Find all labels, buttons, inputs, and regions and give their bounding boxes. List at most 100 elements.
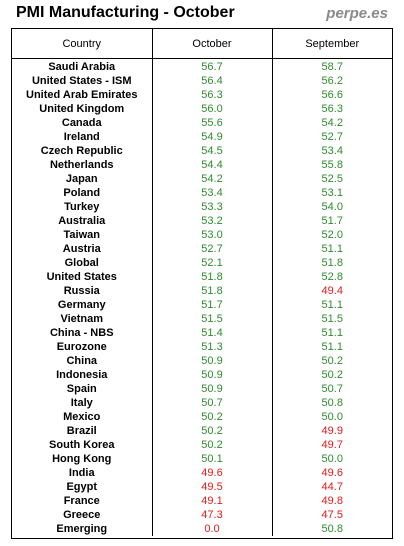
table-row: Indonesia 50.9 50.2 — [12, 368, 392, 382]
country-cell: Eurozone — [56, 341, 107, 353]
country-cell: China — [66, 355, 98, 367]
country-cell: Japan — [65, 173, 98, 185]
september-value-cell: 49.7 — [271, 438, 392, 452]
country-cell: Hong Kong — [52, 453, 112, 465]
september-value-cell: 51.8 — [271, 256, 392, 270]
october-value-cell: 50.2 — [151, 424, 272, 438]
september-value-cell: 56.6 — [271, 88, 392, 102]
table-row: India 49.6 49.6 — [12, 466, 392, 480]
country-cell: South Korea — [49, 439, 115, 451]
country-cell: Netherlands — [49, 159, 114, 171]
october-value-cell: 56.3 — [151, 88, 272, 102]
september-value-cell: 56.2 — [271, 74, 392, 88]
country-cell: Emerging — [56, 523, 108, 535]
country-cell: Taiwan — [63, 229, 100, 241]
october-value-cell: 51.4 — [151, 326, 272, 340]
september-value-cell: 49.6 — [271, 466, 392, 480]
september-value-cell: 56.3 — [271, 102, 392, 116]
table-row: Japan 54.2 52.5 — [12, 172, 392, 186]
table-row: Russia 51.8 49.4 — [12, 284, 392, 298]
october-value-cell: 56.0 — [151, 102, 272, 116]
table-row: Australia 53.2 51.7 — [12, 214, 392, 228]
country-cell: United States — [46, 271, 117, 283]
country-cell: Spain — [66, 383, 97, 395]
october-value-cell: 56.4 — [151, 74, 272, 88]
country-cell: France — [63, 495, 100, 507]
september-value-cell: 58.7 — [271, 58, 392, 74]
september-value-cell: 49.8 — [271, 494, 392, 508]
september-value-cell: 50.8 — [271, 396, 392, 410]
table-body: Saudi Arabia 56.7 58.7 United States - ISM 5… — [12, 58, 392, 536]
october-value-cell: 54.4 — [151, 158, 272, 172]
september-value-cell: 52.0 — [271, 228, 392, 242]
october-value-cell: 51.8 — [151, 270, 272, 284]
country-cell: Saudi Arabia — [48, 61, 116, 73]
column-header-october: October — [151, 29, 272, 59]
table-row: Global 52.1 51.8 — [12, 256, 392, 270]
country-cell: Canada — [61, 117, 102, 129]
column-header-country: Country — [12, 29, 152, 59]
table-row: Canada 55.6 54.2 — [12, 116, 392, 130]
october-value-cell: 53.0 — [151, 228, 272, 242]
october-value-cell: 51.7 — [151, 298, 272, 312]
september-value-cell: 50.2 — [271, 368, 392, 382]
country-cell: China - NBS — [49, 327, 114, 339]
september-value-cell: 54.0 — [271, 200, 392, 214]
september-value-cell: 50.0 — [271, 410, 392, 424]
country-cell: United Kingdom — [39, 103, 125, 115]
october-value-cell: 49.6 — [151, 466, 272, 480]
september-value-cell: 49.4 — [271, 284, 392, 298]
pmi-table-frame: Country October September Saudi Arabia 56… — [11, 28, 393, 539]
october-value-cell: 49.5 — [151, 480, 272, 494]
september-value-cell: 47.5 — [271, 508, 392, 522]
september-value-cell: 50.7 — [271, 382, 392, 396]
column-header-september: September — [271, 29, 392, 59]
october-value-cell: 54.5 — [151, 144, 272, 158]
country-cell: Ireland — [63, 131, 100, 143]
table-row: United States 51.8 52.8 — [12, 270, 392, 284]
september-value-cell: 55.8 — [271, 158, 392, 172]
country-cell: Germany — [57, 299, 106, 311]
table-row: Spain 50.9 50.7 — [12, 382, 392, 396]
september-value-cell: 52.5 — [271, 172, 392, 186]
october-value-cell: 50.1 — [151, 452, 272, 466]
country-cell: Mexico — [63, 411, 101, 423]
country-cell: Brazil — [66, 425, 97, 437]
october-value-cell: 55.6 — [151, 116, 272, 130]
country-cell: Vietnam — [60, 313, 104, 325]
september-value-cell: 53.1 — [271, 186, 392, 200]
september-value-cell: 51.1 — [271, 298, 392, 312]
table-row: China - NBS 51.4 51.1 — [12, 326, 392, 340]
table-row: Turkey 53.3 54.0 — [12, 200, 392, 214]
table-row: United States - ISM 56.4 56.2 — [12, 74, 392, 88]
september-value-cell: 51.1 — [271, 326, 392, 340]
page-title: PMI Manufacturing - October — [16, 4, 235, 21]
october-value-cell: 54.9 — [151, 130, 272, 144]
september-value-cell: 49.9 — [271, 424, 392, 438]
september-value-cell: 51.7 — [271, 214, 392, 228]
september-value-cell: 50.0 — [271, 452, 392, 466]
table-row: Emerging 0.0 50.8 — [12, 522, 392, 536]
october-value-cell: 49.1 — [151, 494, 272, 508]
country-cell: Greece — [63, 509, 101, 521]
table-row: United Arab Emirates 56.3 56.6 — [12, 88, 392, 102]
october-value-cell: 0.0 — [151, 522, 272, 536]
september-value-cell: 50.2 — [271, 354, 392, 368]
table-row: United Kingdom 56.0 56.3 — [12, 102, 392, 116]
brand-label: perpe.es — [326, 5, 388, 22]
table-row: France 49.1 49.8 — [12, 494, 392, 508]
september-value-cell: 54.2 — [271, 116, 392, 130]
october-value-cell: 50.7 — [151, 396, 272, 410]
table-row: Egypt 49.5 44.7 — [12, 480, 392, 494]
table-row: Germany 51.7 51.1 — [12, 298, 392, 312]
table-row: Eurozone 51.3 51.1 — [12, 340, 392, 354]
country-cell: Poland — [63, 187, 101, 199]
table-row: Netherlands 54.4 55.8 — [12, 158, 392, 172]
october-value-cell: 50.2 — [151, 438, 272, 452]
table-row: Taiwan 53.0 52.0 — [12, 228, 392, 242]
october-value-cell: 53.4 — [151, 186, 272, 200]
september-value-cell: 51.5 — [271, 312, 392, 326]
october-value-cell: 52.7 — [151, 242, 272, 256]
october-value-cell: 47.3 — [151, 508, 272, 522]
country-cell: Russia — [63, 285, 100, 297]
